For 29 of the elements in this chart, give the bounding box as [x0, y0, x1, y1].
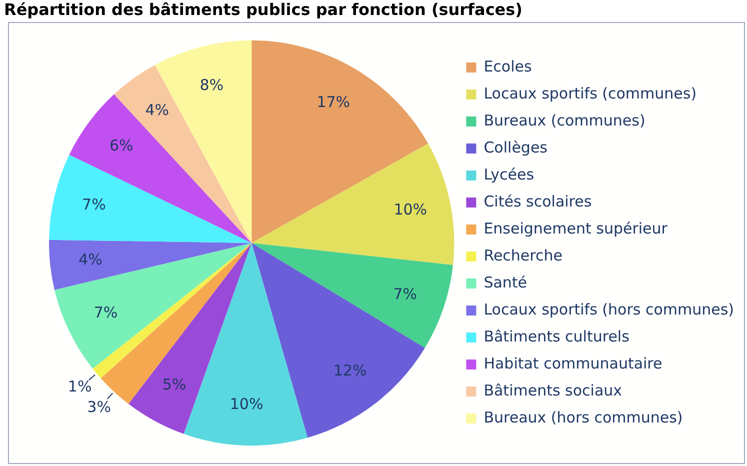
legend-label: Recherche: [484, 246, 562, 264]
legend-label: Bâtiments culturels: [484, 327, 630, 346]
legend-label: Bureaux (communes): [484, 111, 646, 130]
data-label: 1%: [68, 378, 92, 396]
data-label: 7%: [393, 284, 418, 303]
data-label: 8%: [200, 76, 224, 94]
legend-label: Locaux sportifs (hors communes): [484, 300, 734, 318]
data-label: 17%: [316, 92, 350, 111]
legend-label: Enseignement supérieur: [484, 219, 668, 238]
data-label: 5%: [162, 375, 186, 394]
legend-label: Lycées: [484, 165, 534, 184]
data-label: 7%: [94, 304, 118, 322]
legend-label: Santé: [484, 273, 528, 292]
legend-label: Cités scolaires: [484, 192, 592, 210]
legend-label: Ecoles: [484, 57, 532, 76]
data-label: 4%: [78, 250, 102, 268]
chart-title: Répartition des bâtiments publics par fonction (surfaces): [3, 0, 524, 21]
legend-label: Bureaux (hors communes): [484, 408, 683, 426]
legend-label: Locaux sportifs (communes): [484, 84, 697, 102]
legend-label: Habitat communautaire: [484, 354, 662, 372]
data-label: 4%: [145, 101, 170, 120]
legend-label: Bâtiments sociaux: [484, 381, 622, 400]
data-label: 10%: [394, 200, 428, 218]
data-label: 3%: [87, 398, 111, 416]
data-label: 10%: [230, 394, 264, 413]
data-label: 7%: [82, 195, 106, 214]
data-label: 6%: [109, 136, 134, 154]
legend-label: Collèges: [484, 138, 548, 156]
data-label: 12%: [333, 362, 367, 380]
